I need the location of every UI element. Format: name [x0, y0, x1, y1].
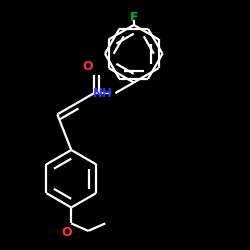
Text: O: O: [61, 226, 72, 239]
Text: NH: NH: [93, 86, 113, 100]
Text: F: F: [130, 11, 138, 24]
Text: O: O: [82, 60, 93, 73]
